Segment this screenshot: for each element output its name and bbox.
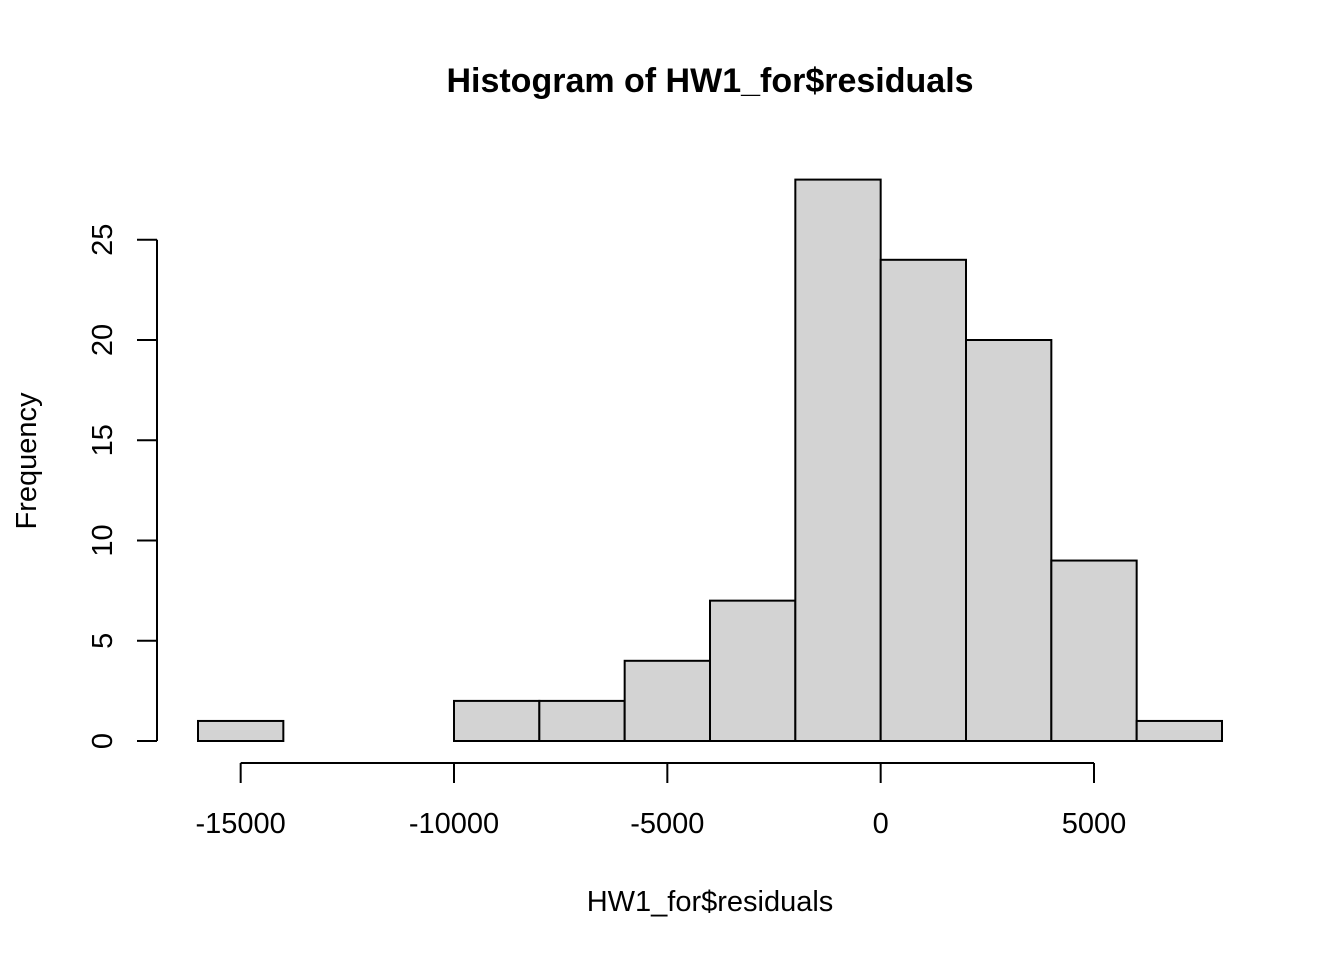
histogram-bar [794,178,882,743]
y-axis: 0 5 10 15 20 25 [87,224,158,749]
histogram-bar [538,699,626,743]
histogram-bar [623,659,712,742]
histogram-bar [965,339,1053,742]
y-tick-label: 25 [87,224,119,256]
x-tick-label: 0 [873,808,889,840]
histogram-bar [453,699,541,743]
histogram-bar [879,258,968,742]
y-tick-label: 20 [87,324,119,356]
bars-group [197,178,1223,743]
x-tick-label: 5000 [1062,808,1127,840]
histogram-bar [1135,719,1223,743]
y-tick-label: 5 [87,633,119,649]
y-tick-label: 10 [87,524,119,556]
x-tick-label: -15000 [196,808,286,840]
x-tick-label: -5000 [630,808,704,840]
histogram-bar [1050,559,1138,742]
x-axis: -15000 -10000 -5000 0 5000 [196,762,1127,840]
histogram-bar [709,599,797,743]
y-tick-label: 0 [87,733,119,749]
y-tick-label: 15 [87,424,119,456]
histogram-bar [197,719,285,743]
chart-title: Histogram of HW1_for$residuals [446,62,973,100]
x-tick-label: -10000 [409,808,499,840]
y-axis-label: Frequency [11,392,43,530]
x-axis-label: HW1_for$residuals [587,886,834,918]
